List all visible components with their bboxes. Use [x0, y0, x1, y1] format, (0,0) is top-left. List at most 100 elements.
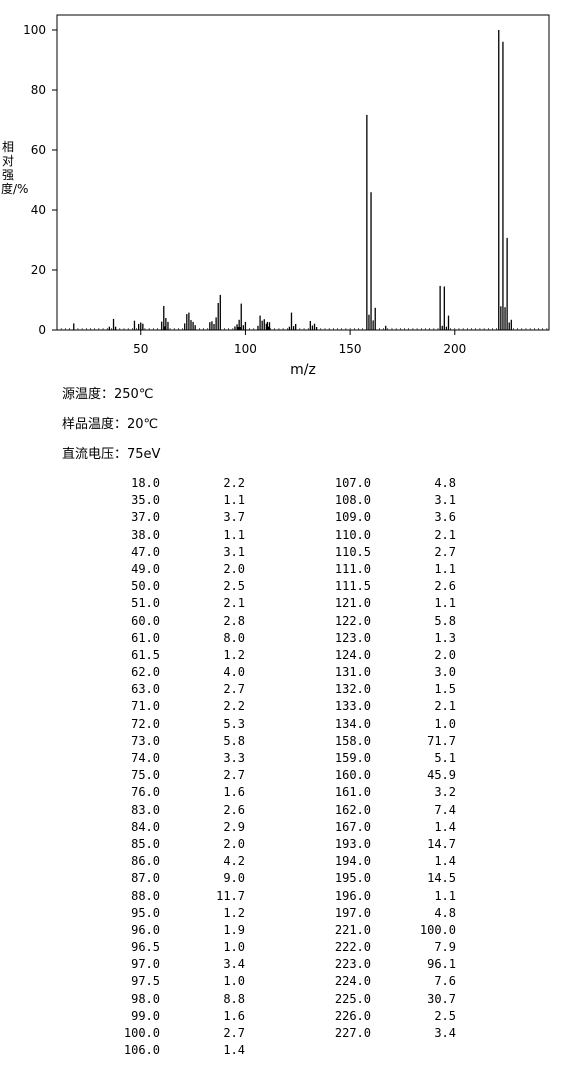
y-axis-ticks: 0 20 40 60 80 100: [23, 23, 57, 337]
peak-mz: 38.0: [131, 527, 160, 542]
mass-spectrum-chart: 50 100 150 200 0 20 40 60 80 100 m/z: [23, 14, 550, 378]
peak-intensity: 1.1: [223, 527, 245, 542]
x-tick-label: 100: [234, 342, 257, 356]
peak-mz: 195.0: [334, 871, 371, 886]
peak-mz: 224.0: [334, 974, 371, 989]
peak-row: 109.0 3.6: [316, 509, 456, 526]
peak-mz: 123.0: [334, 630, 371, 645]
peak-intensity: 2.7: [434, 544, 456, 559]
peak-mz: 133.0: [334, 699, 371, 714]
peak-intensity: 2.2: [223, 699, 245, 714]
peak-mz: 221.0: [334, 922, 371, 937]
peak-mz: 109.0: [334, 510, 371, 525]
y-tick-label: 40: [31, 203, 46, 217]
instrument-conditions: 源温度：250℃ 样品温度：20℃ 直流电压：75eV: [62, 380, 160, 470]
peak-row: 131.0 3.0: [316, 664, 456, 681]
peak-intensity: 7.4: [434, 802, 456, 817]
peak-mz: 167.0: [334, 819, 371, 834]
peak-mz: 60.0: [131, 613, 160, 628]
peak-intensity: 14.7: [427, 836, 456, 851]
peak-mz: 108.0: [334, 493, 371, 508]
peak-intensity: 5.8: [434, 613, 456, 628]
peak-table-column-2: 107.0 4.8 108.0 3.1 109.0 3.6 110.0 2.1 110.5 2.7…: [316, 475, 456, 1042]
peak-mz: 18.0: [131, 476, 160, 490]
peak-mz: 131.0: [334, 665, 371, 680]
peak-intensity: 2.7: [223, 768, 245, 783]
peak-row: 98.0 8.8: [105, 991, 245, 1008]
peak-mz: 197.0: [334, 905, 371, 920]
peak-mz: 84.0: [131, 819, 160, 834]
spectrum-bars: [73, 30, 512, 330]
peak-intensity: 2.1: [434, 699, 456, 714]
peak-row: 193.0 14.7: [316, 836, 456, 853]
peak-intensity: 1.2: [223, 647, 245, 662]
peak-row: 47.0 3.1: [105, 544, 245, 561]
peak-mz: 97.5: [131, 974, 160, 989]
peak-row: 88.0 11.7: [105, 888, 245, 905]
peak-row: 107.0 4.8: [316, 475, 456, 492]
peak-intensity: 1.1: [223, 493, 245, 508]
peak-row: 111.0 1.1: [316, 561, 456, 578]
peak-intensity: 1.1: [434, 888, 456, 903]
peak-mz: 196.0: [334, 888, 371, 903]
peak-mz: 122.0: [334, 613, 371, 628]
peak-row: 87.0 9.0: [105, 870, 245, 887]
peak-row: 133.0 2.1: [316, 698, 456, 715]
peak-mz: 99.0: [131, 1008, 160, 1023]
peak-intensity: 7.9: [434, 940, 456, 955]
peak-row: 84.0 2.9: [105, 819, 245, 836]
peak-intensity: 2.1: [223, 596, 245, 611]
peak-mz: 110.0: [334, 527, 371, 542]
peak-intensity: 2.8: [223, 613, 245, 628]
peak-table-column-1: 18.0 2.2 35.0 1.1 37.0 3.7 38.0 1.1 47.0 3.1 49.0 2…: [105, 475, 245, 1059]
y-tick-label: 60: [31, 143, 46, 157]
y-tick-label: 80: [31, 83, 46, 97]
peak-mz: 62.0: [131, 665, 160, 680]
peak-mz: 88.0: [131, 888, 160, 903]
peak-intensity: 8.0: [223, 630, 245, 645]
peak-row: 38.0 1.1: [105, 527, 245, 544]
peak-intensity: 3.6: [434, 510, 456, 525]
peak-intensity: 1.9: [223, 922, 245, 937]
x-axis-label: m/z: [290, 362, 316, 378]
peak-row: 194.0 1.4: [316, 853, 456, 870]
peak-row: 75.0 2.7: [105, 767, 245, 784]
peak-mz: 222.0: [334, 940, 371, 955]
peak-mz: 96.5: [131, 940, 160, 955]
peak-row: 97.5 1.0: [105, 973, 245, 990]
peak-row: 162.0 7.4: [316, 802, 456, 819]
peak-row: 97.0 3.4: [105, 956, 245, 973]
source-temperature: 源温度：250℃: [62, 387, 154, 402]
peak-mz: 85.0: [131, 836, 160, 851]
peak-mz: 49.0: [131, 561, 160, 576]
peak-mz: 61.0: [131, 630, 160, 645]
peak-row: 106.0 1.4: [105, 1042, 245, 1059]
peak-row: 73.0 5.8: [105, 733, 245, 750]
peak-row: 35.0 1.1: [105, 492, 245, 509]
peak-intensity: 1.4: [223, 1043, 245, 1058]
peak-intensity: 8.8: [223, 991, 245, 1006]
peak-row: 85.0 2.0: [105, 836, 245, 853]
peak-intensity: 3.4: [434, 1026, 456, 1040]
peak-mz: 98.0: [131, 991, 160, 1006]
peak-row: 160.0 45.9: [316, 767, 456, 784]
peak-mz: 71.0: [131, 699, 160, 714]
peak-mz: 96.0: [131, 922, 160, 937]
dc-voltage: 直流电压：75eV: [62, 447, 161, 462]
peak-mz: 225.0: [334, 991, 371, 1006]
peak-mz: 73.0: [131, 733, 160, 748]
peak-intensity: 1.6: [223, 1008, 245, 1023]
peak-row: 124.0 2.0: [316, 647, 456, 664]
peak-intensity: 1.1: [434, 596, 456, 611]
peak-row: 167.0 1.4: [316, 819, 456, 836]
y-tick-label: 100: [23, 23, 46, 37]
peak-mz: 193.0: [334, 836, 371, 851]
peak-mz: 121.0: [334, 596, 371, 611]
peak-intensity: 1.4: [434, 819, 456, 834]
peak-row: 61.5 1.2: [105, 647, 245, 664]
peak-intensity: 1.0: [434, 716, 456, 731]
peak-row: 63.0 2.7: [105, 681, 245, 698]
peak-intensity: 3.1: [223, 544, 245, 559]
peak-intensity: 1.4: [434, 854, 456, 869]
peak-intensity: 2.2: [223, 476, 245, 490]
